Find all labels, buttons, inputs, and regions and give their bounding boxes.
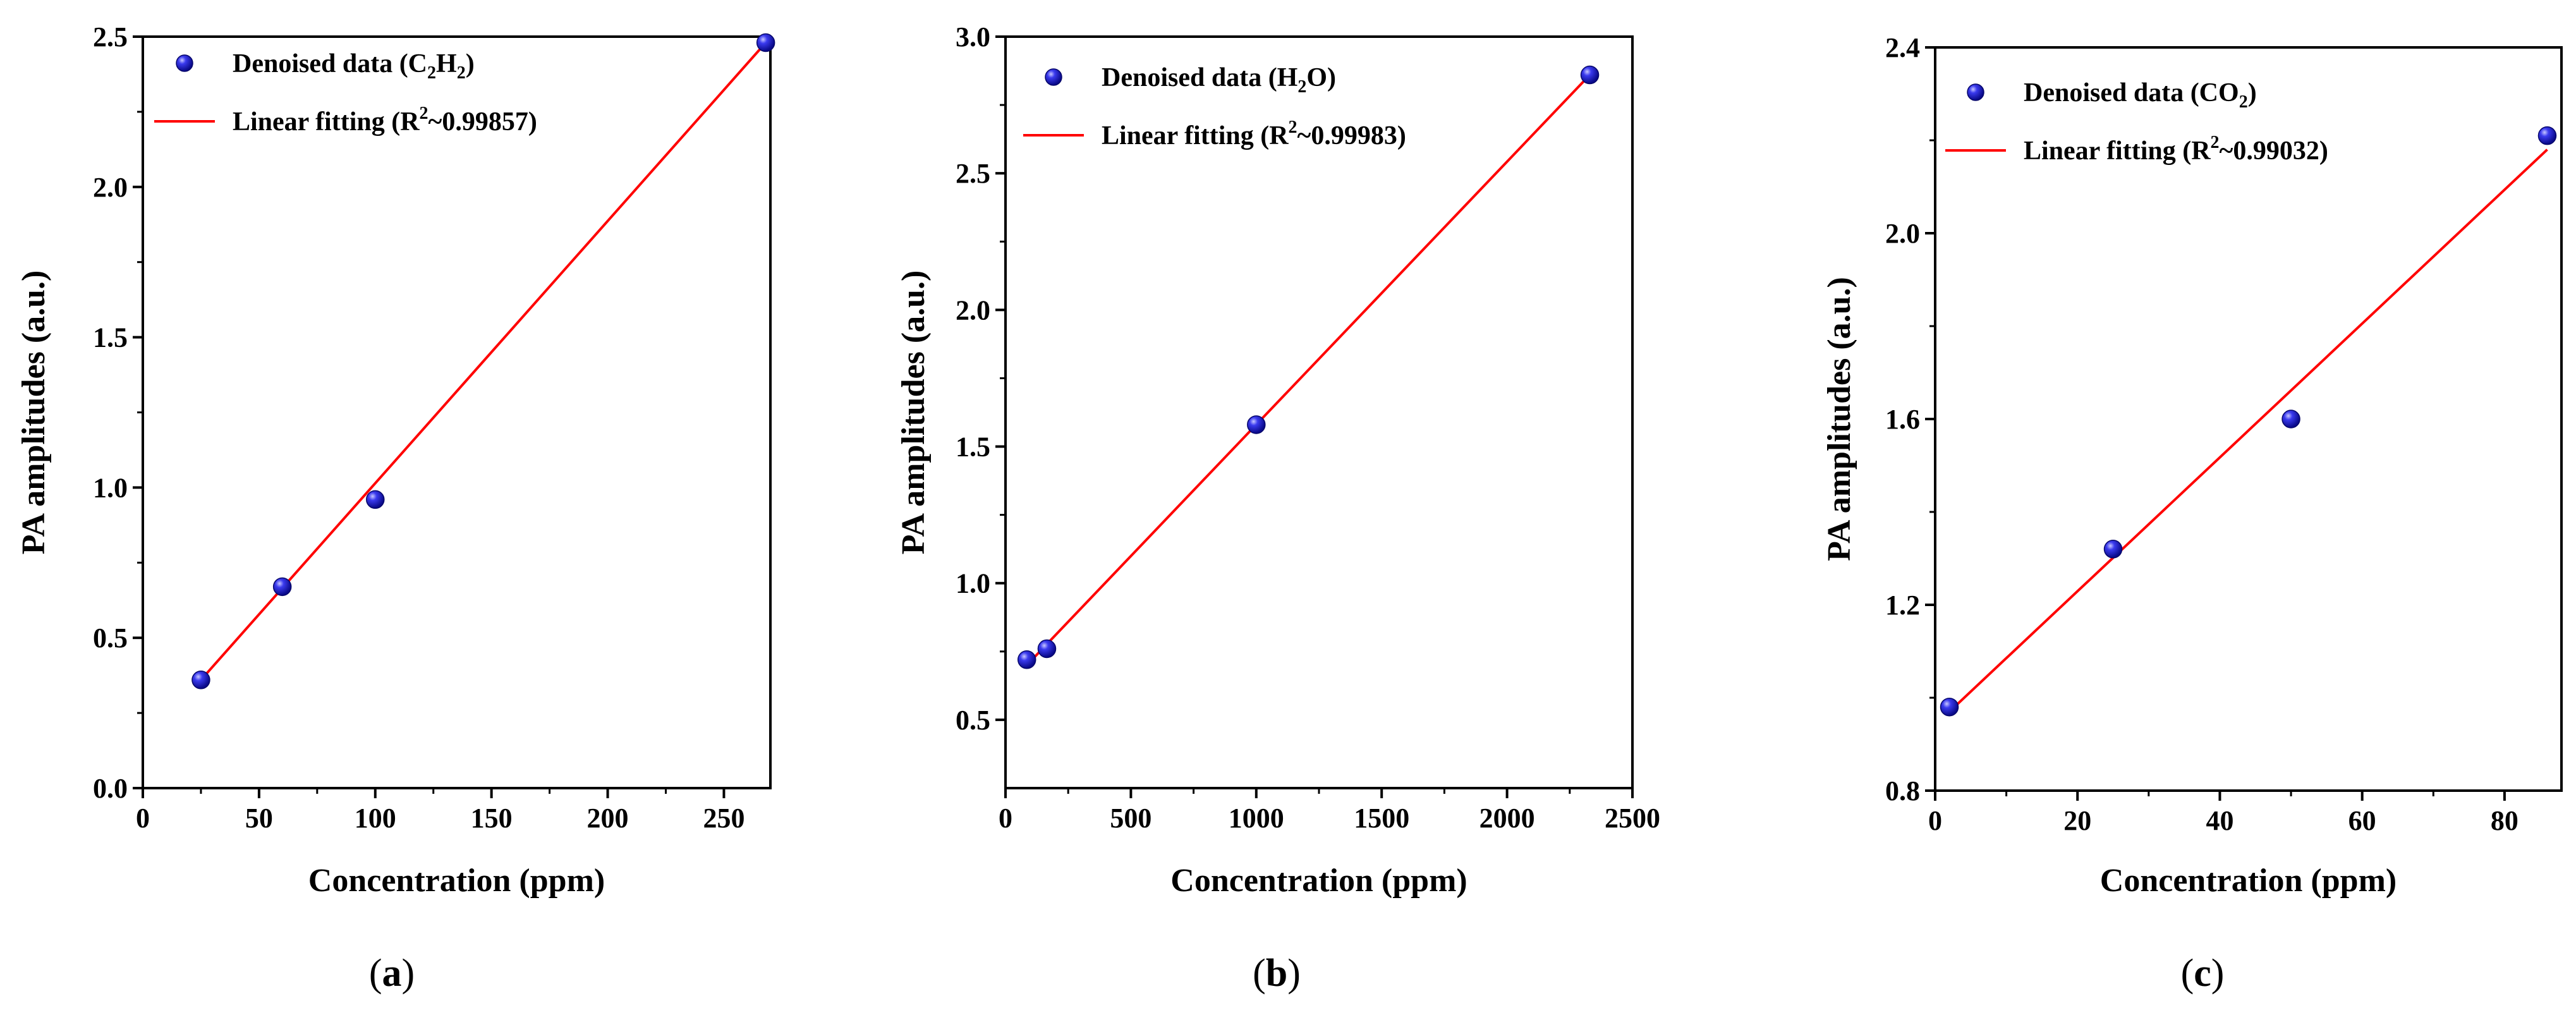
x-tick-label: 150 [471, 803, 513, 834]
plot-frame [142, 35, 772, 789]
data-point [272, 577, 292, 597]
y-tick-label: 0.5 [93, 623, 128, 653]
legend-label-scatter: Denoised data (H2O) [1102, 63, 1336, 97]
x-tick-label: 20 [2063, 805, 2091, 836]
fit-line [1026, 74, 1591, 666]
panel-label: (a) [369, 952, 415, 995]
x-tick-label: 1500 [1354, 803, 1409, 834]
y-tick-label: 2.5 [93, 21, 128, 52]
y-tick-label: 1.0 [956, 568, 990, 599]
data-point [1247, 415, 1266, 434]
panel-label: (c) [2181, 952, 2225, 995]
legend-label-line: Linear fitting (R2~0.99857) [233, 104, 537, 137]
panel-b: 0 500 1000 1500 2000 2500 0.5 1.0 1.5 2.0 2.5 3.0 Co… [896, 21, 1660, 995]
y-tick-label: 2.0 [1885, 218, 1920, 249]
data-point [2103, 540, 2123, 559]
y-tick-label: 2.0 [956, 295, 990, 325]
panel-a: 0 50 100 150 200 250 0.0 0.5 1.0 1.5 2.0 2.5 Concent… [16, 21, 775, 995]
x-tick-label: 2500 [1605, 803, 1660, 834]
panel-label: (b) [1253, 952, 1301, 995]
fit-line [1948, 149, 2548, 713]
y-tick-label: 2.0 [93, 172, 128, 203]
x-tick-label: 100 [355, 803, 396, 834]
y-tick-label: 1.0 [93, 472, 128, 503]
y-tick-label: 0.5 [956, 705, 990, 736]
fit-line [200, 42, 767, 681]
x-tick-label: 2000 [1479, 803, 1535, 834]
x-tick-label: 250 [703, 803, 744, 834]
legend-marker-scatter [1045, 68, 1062, 86]
y-axis-title: PA amplitudes (a.u.) [1821, 277, 1857, 561]
data-point [191, 671, 210, 690]
y-tick-label: 2.5 [956, 158, 990, 189]
x-tick-label: 200 [587, 803, 629, 834]
data-point [1017, 650, 1036, 669]
x-axis-title: Concentration (ppm) [1170, 863, 1467, 899]
data-point [1940, 697, 1959, 717]
x-tick-label: 0 [136, 803, 150, 834]
x-tick-label: 60 [2348, 805, 2376, 836]
y-tick-label: 1.6 [1885, 404, 1920, 435]
legend-marker-scatter [1967, 83, 1984, 101]
legend-label-scatter: Denoised data (CO2) [2024, 78, 2257, 112]
data-point [2537, 126, 2557, 145]
y-tick-label: 1.2 [1885, 590, 1920, 621]
y-tick-label: 1.5 [956, 432, 990, 463]
data-point [2281, 410, 2300, 428]
y-tick-label: 2.4 [1885, 32, 1920, 63]
legend: Denoised data (CO2) Linear fitting (R2~0.… [1945, 78, 2328, 166]
x-axis-title: Concentration (ppm) [308, 863, 605, 899]
x-tick-label: 80 [2491, 805, 2518, 836]
y-tick-label: 1.5 [93, 322, 128, 353]
data-point [1037, 639, 1057, 659]
x-tick-label: 0 [1928, 805, 1942, 836]
data-point [366, 490, 385, 509]
legend: Denoised data (C2H2) Linear fitting (R2~0… [154, 49, 537, 137]
x-tick-label: 1000 [1229, 803, 1284, 834]
y-tick-label: 0.0 [93, 773, 128, 804]
x-tick-label: 40 [2206, 805, 2233, 836]
legend-marker-scatter [176, 54, 193, 72]
y-tick-label: 0.8 [1885, 775, 1920, 806]
legend: Denoised data (H2O) Linear fitting (R2~0.… [1023, 63, 1406, 150]
x-axis-title: Concentration (ppm) [2100, 863, 2397, 899]
data-point [756, 33, 775, 52]
y-axis-title: PA amplitudes (a.u.) [896, 270, 932, 555]
y-axis-title: PA amplitudes (a.u.) [16, 270, 52, 555]
legend-label-scatter: Denoised data (C2H2) [233, 49, 475, 83]
legend-label-line: Linear fitting (R2~0.99983) [1102, 118, 1406, 150]
data-point [1580, 65, 1600, 85]
y-tick-label: 3.0 [956, 21, 990, 52]
x-tick-label: 0 [999, 803, 1012, 834]
panel-c: 0 20 40 60 80 0.8 1.2 1.6 2.0 2.4 Concentration (p… [1821, 32, 2563, 995]
x-tick-label: 50 [245, 803, 273, 834]
legend-label-line: Linear fitting (R2~0.99032) [2024, 133, 2328, 166]
x-tick-label: 500 [1110, 803, 1151, 834]
